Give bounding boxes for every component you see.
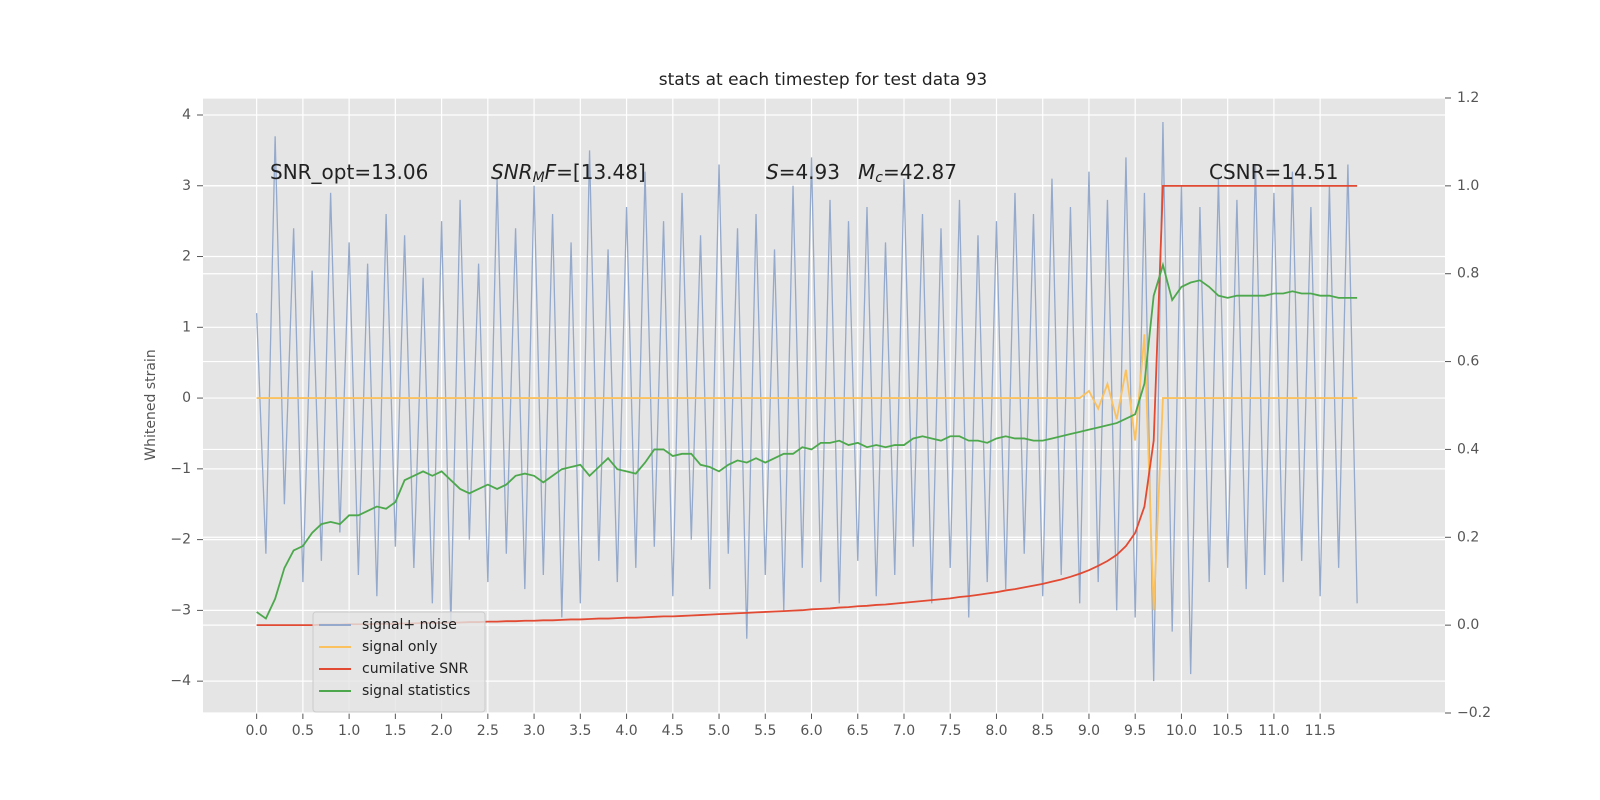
legend-label: cumilative SNR [362, 661, 469, 677]
annotation-part: =42.87 [883, 160, 957, 184]
series-line [255, 122, 1358, 682]
x-tick-label: 1.0 [338, 723, 360, 739]
x-tick-label: 11.5 [1305, 723, 1336, 739]
annotation-part: CSNR=14.51 [1209, 160, 1339, 184]
y2-tick-label: 0.2 [1457, 529, 1479, 545]
legend-label: signal+ noise [362, 617, 457, 633]
x-tick-label: 4.0 [615, 723, 637, 739]
y-tick-label: 2 [182, 249, 191, 265]
y2-tick-label: 1.2 [1457, 90, 1479, 106]
x-tick-label: 6.5 [847, 723, 869, 739]
x-tick-label: 5.5 [754, 723, 776, 739]
annotation: S=4.93 [766, 160, 840, 184]
y2-tick-label: 0.8 [1457, 266, 1479, 282]
x-tick-label: 5.0 [708, 723, 730, 739]
annotation-part: SNR_opt=13.06 [270, 160, 428, 184]
annotation-part: SNR [491, 160, 533, 184]
y-tick-label: −2 [170, 532, 191, 548]
annotation: SNRMF=[13.48] [491, 160, 646, 187]
x-tick-label: 0.5 [292, 723, 314, 739]
y-tick-label: −3 [170, 602, 191, 618]
series-line [256, 261, 1358, 620]
annotation: CSNR=14.51 [1209, 160, 1339, 184]
annotation-part: F [545, 160, 557, 184]
annotation-part: S [766, 160, 779, 184]
chart-title: stats at each timestep for test data 93 [659, 70, 988, 90]
y2-tick-label: 0.0 [1457, 617, 1479, 633]
annotation-part: =4.93 [779, 160, 840, 184]
x-tick-label: 1.5 [384, 723, 406, 739]
x-tick-label: 8.0 [985, 723, 1007, 739]
y-tick-label: 4 [182, 107, 191, 123]
y2-tick-label: 1.0 [1457, 178, 1479, 194]
x-tick-label: 9.0 [1078, 723, 1100, 739]
series-line [256, 334, 1358, 611]
x-tick-label: 10.0 [1166, 723, 1197, 739]
y-tick-label: −4 [170, 673, 191, 689]
y-tick-label: 0 [182, 390, 191, 406]
y2-tick-label: 0.6 [1457, 354, 1479, 370]
x-tick-label: 6.0 [800, 723, 822, 739]
x-tick-label: 0.0 [246, 723, 268, 739]
x-tick-label: 9.5 [1124, 723, 1146, 739]
y-tick-label: −1 [170, 461, 191, 477]
annotation-part: =[13.48] [556, 160, 646, 184]
legend-label: signal only [362, 639, 437, 655]
x-tick-label: 3.5 [569, 723, 591, 739]
x-tick-label: 3.0 [523, 723, 545, 739]
x-tick-label: 7.0 [893, 723, 915, 739]
x-tick-label: 7.5 [939, 723, 961, 739]
x-tick-label: 10.5 [1212, 723, 1243, 739]
x-tick-label: 4.5 [662, 723, 684, 739]
y-tick-label: 3 [182, 178, 191, 194]
annotation-part: M [858, 160, 875, 184]
legend-box [312, 611, 486, 713]
x-tick-label: 2.5 [477, 723, 499, 739]
x-tick-label: 8.5 [1032, 723, 1054, 739]
x-tick-label: 2.0 [430, 723, 452, 739]
annotation: Mc=42.87 [858, 160, 957, 187]
y2-tick-label: 0.4 [1457, 441, 1479, 457]
annotation: SNR_opt=13.06 [270, 160, 428, 184]
y2-tick-label: −0.2 [1457, 705, 1491, 721]
annotation-part: c [875, 170, 883, 186]
y-tick-label: 1 [182, 319, 191, 335]
annotation-part: M [533, 170, 545, 186]
x-tick-label: 11.0 [1258, 723, 1289, 739]
y-axis-label: Whitened strain [143, 349, 159, 460]
legend-label: signal statistics [362, 683, 470, 699]
